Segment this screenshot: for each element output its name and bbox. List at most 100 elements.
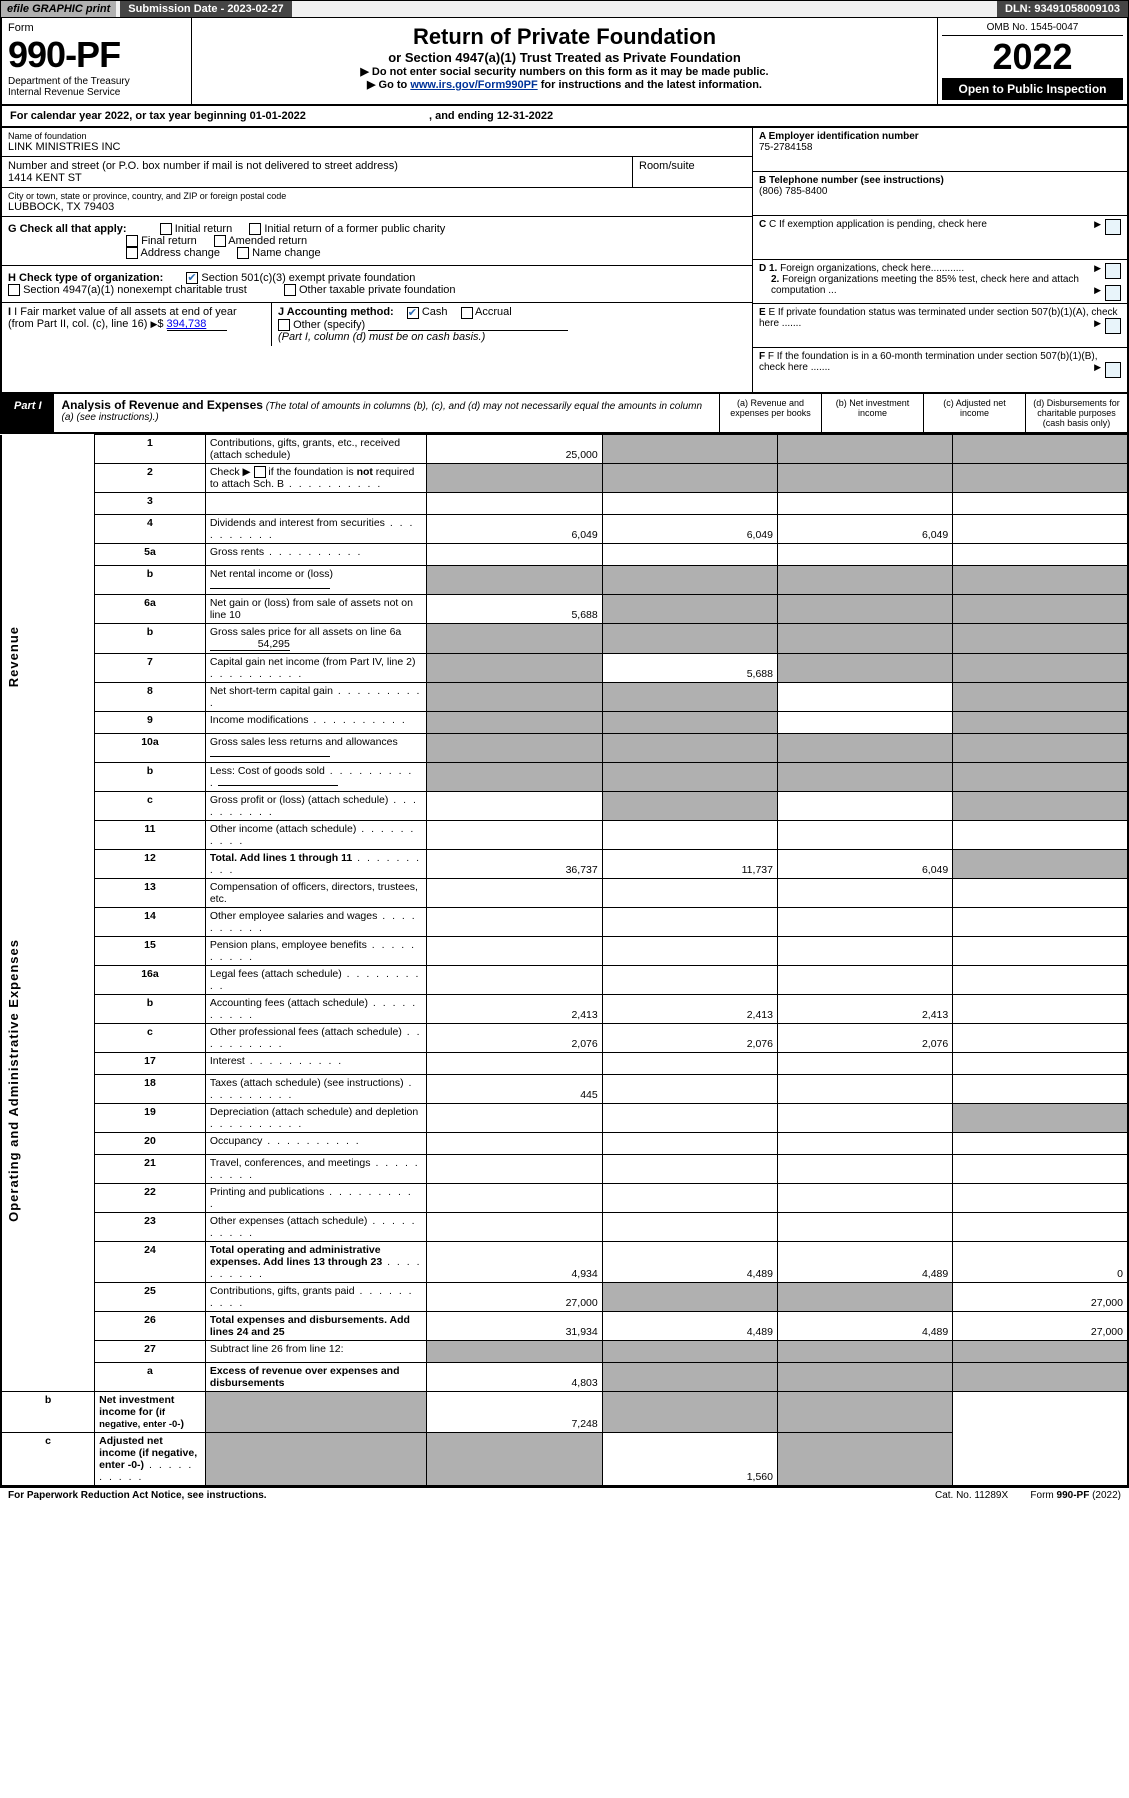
table-row: 19Depreciation (attach schedule) and dep… <box>1 1104 1128 1133</box>
cat-no: Cat. No. 11289X <box>935 1490 1008 1501</box>
table-row: 25Contributions, gifts, grants paid27,00… <box>1 1283 1128 1312</box>
calendar-year-row: For calendar year 2022, or tax year begi… <box>0 106 1129 128</box>
form-title: Return of Private Foundation <box>204 24 925 50</box>
table-row: 20Occupancy <box>1 1133 1128 1155</box>
submission-date: Submission Date - 2023-02-27 <box>120 1 291 17</box>
chk-initial-return[interactable]: Initial return <box>160 223 233 235</box>
foundation-name-label: Name of foundation <box>8 131 746 141</box>
table-row: bGross sales price for all assets on lin… <box>1 624 1128 654</box>
phone-label: B Telephone number (see instructions) <box>759 175 1121 186</box>
table-row: cGross profit or (loss) (attach schedule… <box>1 792 1128 821</box>
table-row: 9Income modifications <box>1 712 1128 734</box>
chk-cash[interactable]: Cash <box>407 306 448 318</box>
table-row: 4Dividends and interest from securities6… <box>1 515 1128 544</box>
revenue-side-label: Revenue <box>6 626 21 687</box>
col-c-header: (c) Adjusted net income <box>923 394 1025 432</box>
table-row: 23Other expenses (attach schedule) <box>1 1213 1128 1242</box>
table-row: bNet rental income or (loss) <box>1 566 1128 595</box>
table-row: 17Interest <box>1 1053 1128 1075</box>
city-value: LUBBOCK, TX 79403 <box>8 201 746 213</box>
table-row: Revenue1Contributions, gifts, grants, et… <box>1 435 1128 464</box>
table-row: cOther professional fees (attach schedul… <box>1 1024 1128 1053</box>
chk-d2[interactable] <box>1105 285 1121 301</box>
table-row: 24Total operating and administrative exp… <box>1 1242 1128 1283</box>
city-label: City or town, state or province, country… <box>8 191 746 201</box>
foundation-name: LINK MINISTRIES INC <box>8 141 746 153</box>
table-row: 18Taxes (attach schedule) (see instructi… <box>1 1075 1128 1104</box>
efile-label[interactable]: efile GRAPHIC print <box>1 1 116 17</box>
section-g: G Check all that apply: Initial return I… <box>2 217 752 266</box>
entity-info-grid: Name of foundation LINK MINISTRIES INC N… <box>0 128 1129 394</box>
form-number: 990-PF <box>8 34 185 76</box>
part1-table: Revenue1Contributions, gifts, grants, et… <box>0 434 1129 1487</box>
section-h: H Check type of organization: Section 50… <box>2 266 752 303</box>
table-row: bAccounting fees (attach schedule)2,4132… <box>1 995 1128 1024</box>
table-row: 5aGross rents <box>1 544 1128 566</box>
header-note1: ▶ Do not enter social security numbers o… <box>204 65 925 78</box>
ein-value: 75-2784158 <box>759 142 1121 153</box>
chk-d1[interactable] <box>1105 263 1121 279</box>
page-footer: For Paperwork Reduction Act Notice, see … <box>0 1487 1129 1503</box>
irs-label: Internal Revenue Service <box>8 87 185 98</box>
chk-other-method[interactable]: Other (specify) <box>278 319 365 331</box>
table-row: 3 <box>1 493 1128 515</box>
chk-accrual[interactable]: Accrual <box>461 306 512 318</box>
fmv-link[interactable]: 394,738 <box>167 318 227 331</box>
omb-number: OMB No. 1545-0047 <box>942 22 1123 36</box>
chk-other-taxable[interactable]: Other taxable private foundation <box>284 284 456 296</box>
section-c: C C If exemption application is pending,… <box>753 216 1127 260</box>
table-row: bLess: Cost of goods sold <box>1 763 1128 792</box>
table-row: cAdjusted net income (if negative, enter… <box>1 1433 1128 1487</box>
part1-header: Part I Analysis of Revenue and Expenses … <box>0 394 1129 434</box>
tax-year: 2022 <box>942 36 1123 78</box>
address-value: 1414 KENT ST <box>8 172 626 184</box>
table-row: 10aGross sales less returns and allowanc… <box>1 734 1128 763</box>
chk-initial-former[interactable]: Initial return of a former public charit… <box>249 223 445 235</box>
table-row: 6aNet gain or (loss) from sale of assets… <box>1 595 1128 624</box>
table-row: bNet investment income for (if negative,… <box>1 1392 1128 1433</box>
table-row: 21Travel, conferences, and meetings <box>1 1155 1128 1184</box>
table-row: 12Total. Add lines 1 through 1136,73711,… <box>1 850 1128 879</box>
form990pf-link[interactable]: www.irs.gov/Form990PF <box>410 79 537 91</box>
chk-name-change[interactable]: Name change <box>237 247 321 259</box>
section-i: I I Fair market value of all assets at e… <box>2 303 272 345</box>
table-row: 2Check ▶ if the foundation is not requir… <box>1 464 1128 493</box>
table-row: 26Total expenses and disbursements. Add … <box>1 1312 1128 1341</box>
chk-c[interactable] <box>1105 219 1121 235</box>
chk-e[interactable] <box>1105 318 1121 334</box>
col-a-header: (a) Revenue and expenses per books <box>719 394 821 432</box>
chk-address-change[interactable]: Address change <box>126 247 220 259</box>
footer-form: Form 990-PF (2022) <box>1030 1490 1121 1501</box>
col-d-header: (d) Disbursements for charitable purpose… <box>1025 394 1127 432</box>
chk-501c3[interactable]: Section 501(c)(3) exempt private foundat… <box>186 272 415 284</box>
section-d: D 1. Foreign organizations, check here..… <box>753 260 1127 304</box>
top-bar: efile GRAPHIC print Submission Date - 20… <box>0 0 1129 18</box>
table-row: 8Net short-term capital gain <box>1 683 1128 712</box>
chk-final-return[interactable]: Final return <box>126 235 197 247</box>
address-label: Number and street (or P.O. box number if… <box>8 160 626 172</box>
form-subtitle: or Section 4947(a)(1) Trust Treated as P… <box>204 50 925 65</box>
dept-treasury: Department of the Treasury <box>8 76 185 87</box>
chk-f[interactable] <box>1105 362 1121 378</box>
table-row: 7Capital gain net income (from Part IV, … <box>1 654 1128 683</box>
part1-label: Part I <box>2 394 54 432</box>
table-row: 14Other employee salaries and wages <box>1 908 1128 937</box>
form-header: Form 990-PF Department of the Treasury I… <box>0 18 1129 106</box>
section-j: J Accounting method: Cash Accrual Other … <box>272 303 752 345</box>
table-row: 11Other income (attach schedule) <box>1 821 1128 850</box>
chk-4947[interactable]: Section 4947(a)(1) nonexempt charitable … <box>8 284 247 296</box>
expenses-side-label: Operating and Administrative Expenses <box>6 939 21 1222</box>
table-row: 27Subtract line 26 from line 12: <box>1 1341 1128 1363</box>
footer-left: For Paperwork Reduction Act Notice, see … <box>8 1490 267 1501</box>
table-row: Operating and Administrative Expenses13C… <box>1 879 1128 908</box>
dln-label: DLN: 93491058009103 <box>997 1 1128 17</box>
table-row: 16aLegal fees (attach schedule) <box>1 966 1128 995</box>
table-row: 22Printing and publications <box>1 1184 1128 1213</box>
form-word: Form <box>8 22 185 34</box>
room-label: Room/suite <box>639 160 746 172</box>
chk-amended-return[interactable]: Amended return <box>214 235 307 247</box>
open-public-badge: Open to Public Inspection <box>942 78 1123 100</box>
table-row: aExcess of revenue over expenses and dis… <box>1 1363 1128 1392</box>
table-row: 15Pension plans, employee benefits <box>1 937 1128 966</box>
header-note2: ▶ Go to www.irs.gov/Form990PF for instru… <box>204 78 925 91</box>
